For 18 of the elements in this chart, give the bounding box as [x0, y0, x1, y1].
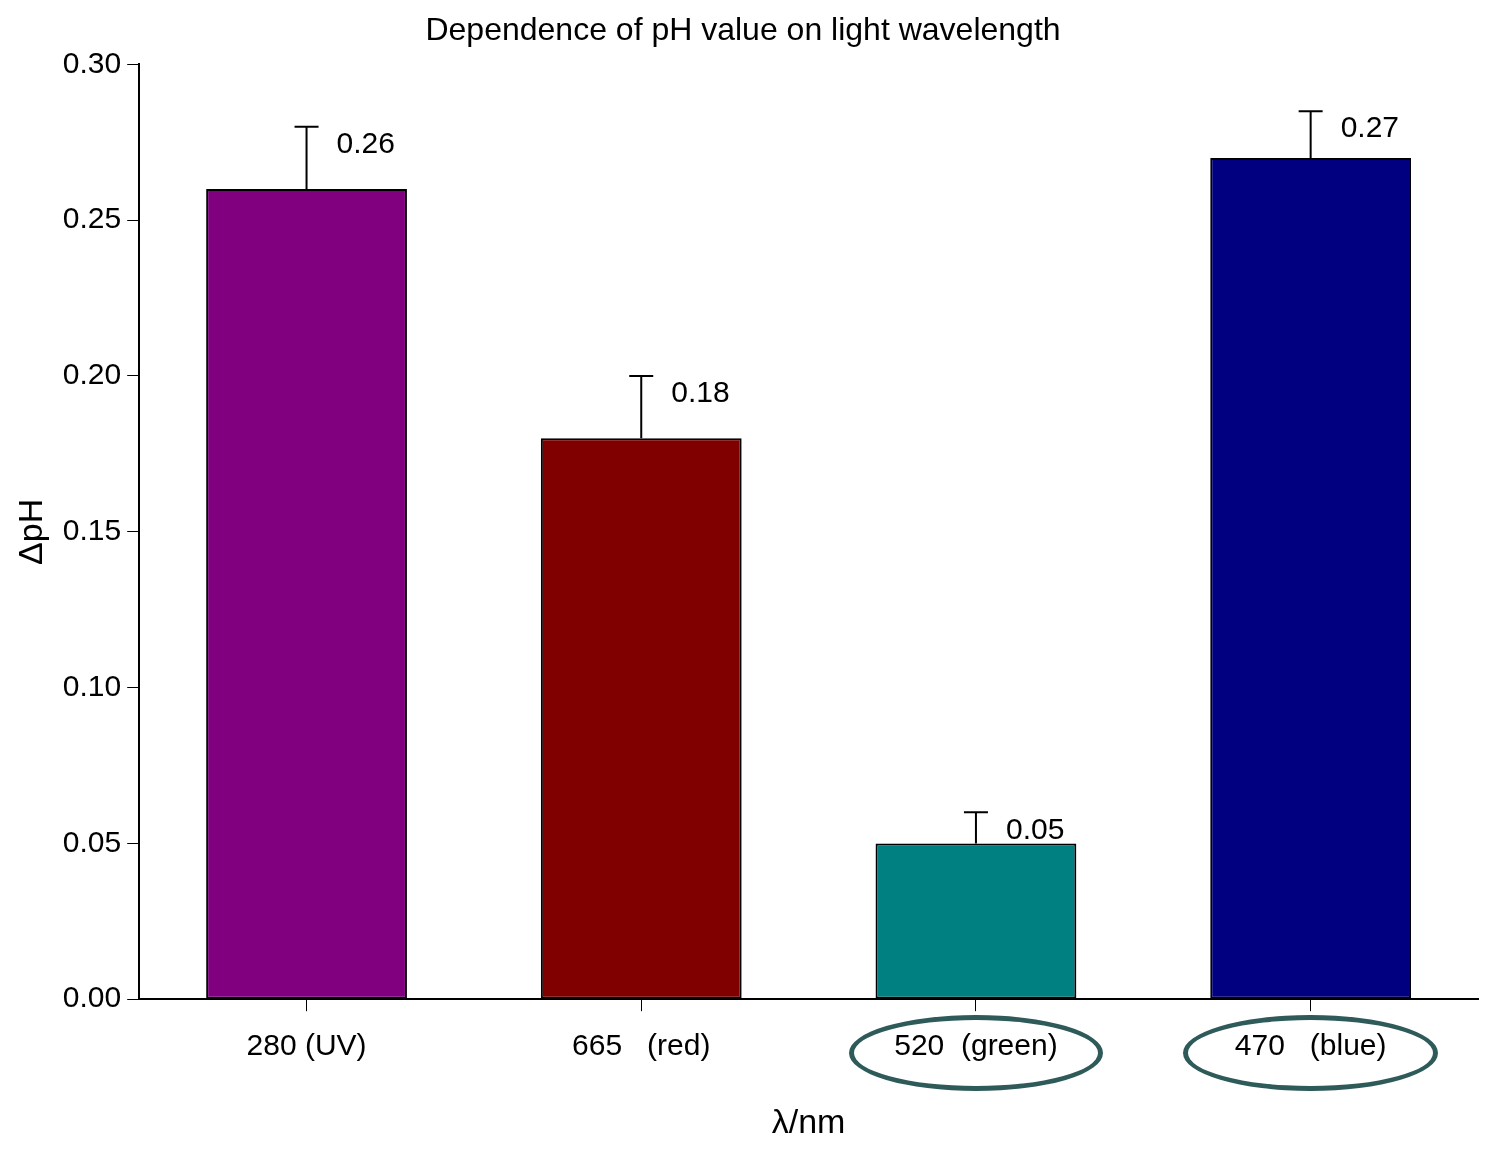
y-tick-label: 0.25 — [62, 201, 122, 235]
x-tick-label: 665 (red) — [572, 1028, 711, 1062]
x-axis-title: λ/nm — [771, 1101, 846, 1140]
y-tick-label: 0.10 — [62, 668, 122, 702]
x-tick-label: 470 (blue) — [1234, 1028, 1387, 1062]
chart-title: Dependence of pH value on light wavelength — [425, 11, 1061, 48]
data-label: 0.05 — [1005, 811, 1065, 845]
data-label: 0.18 — [671, 375, 730, 409]
y-tick-label: 0.20 — [62, 357, 122, 391]
y-tick-label: 0.30 — [62, 45, 122, 79]
y-tick-label: 0.15 — [62, 513, 122, 547]
x-tick-label: 520 (green) — [894, 1028, 1058, 1062]
data-label: 0.26 — [336, 125, 395, 159]
y-axis-title: ΔpH — [10, 498, 49, 565]
y-tick-label: 0.00 — [62, 980, 122, 1014]
y-tick-label: 0.05 — [62, 824, 122, 858]
x-tick-label: 280 (UV) — [246, 1028, 367, 1062]
data-label: 0.27 — [1340, 110, 1400, 144]
